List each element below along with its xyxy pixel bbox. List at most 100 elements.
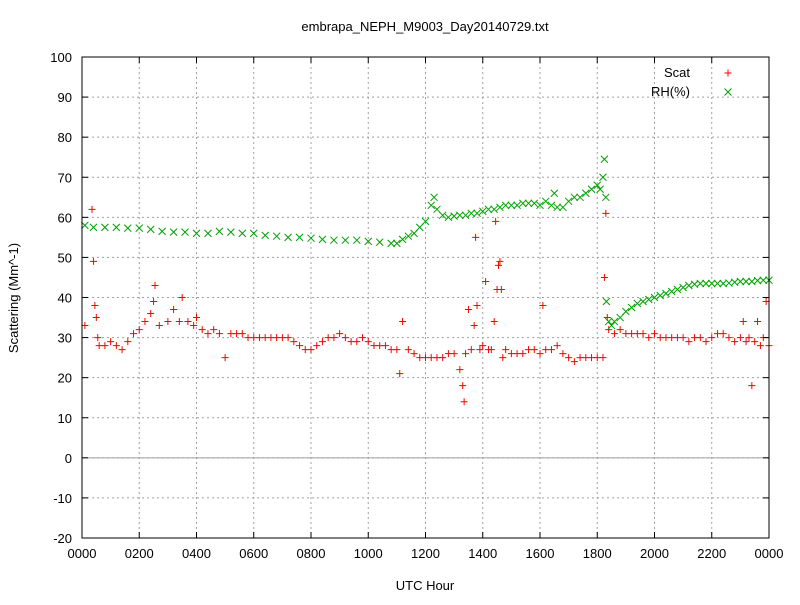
x-tick-label: 1600 xyxy=(526,546,555,561)
rh-point xyxy=(249,229,258,238)
y-tick-label: 100 xyxy=(50,50,72,65)
x-tick-label: 0000 xyxy=(68,546,97,561)
scat-point xyxy=(762,298,770,306)
scat-point xyxy=(497,285,505,293)
legend-marker xyxy=(724,88,732,96)
scat-point xyxy=(204,330,212,338)
scat-point xyxy=(536,350,544,358)
scat-point xyxy=(736,334,744,342)
scat-point xyxy=(685,338,693,346)
scat-point xyxy=(94,334,102,342)
scat-point xyxy=(570,358,578,366)
scat-point xyxy=(651,330,658,338)
rh-point xyxy=(204,229,212,238)
rh-point xyxy=(415,223,424,232)
x-tick-label: 1400 xyxy=(468,546,497,561)
x-tick-label: 2200 xyxy=(697,546,726,561)
series-rh xyxy=(81,155,773,330)
scat-point xyxy=(679,334,687,342)
rh-point xyxy=(600,155,609,164)
rh-point xyxy=(387,239,396,248)
y-tick-label: 10 xyxy=(58,411,72,426)
scat-point xyxy=(616,326,624,334)
x-tick-label: 0000 xyxy=(755,546,784,561)
scat-point xyxy=(494,261,502,269)
scat-point xyxy=(190,322,198,330)
y-tick-label: 90 xyxy=(58,90,72,105)
x-tick-label: 0800 xyxy=(297,546,326,561)
rh-point xyxy=(662,289,670,298)
scat-point xyxy=(476,346,484,354)
scat-point xyxy=(130,330,138,338)
rh-point xyxy=(656,291,665,300)
scat-point xyxy=(530,346,538,354)
rh-point xyxy=(702,279,710,288)
rh-point xyxy=(581,189,590,198)
scat-point xyxy=(396,370,404,378)
scat-point xyxy=(353,338,361,346)
scat-point xyxy=(170,306,178,314)
rh-point xyxy=(587,185,596,194)
scat-point xyxy=(472,233,480,241)
rh-point xyxy=(576,193,584,202)
rh-point xyxy=(507,201,516,210)
chart-title: embrapa_NEPH_M9003_Day20140729.txt xyxy=(301,19,549,34)
rh-point xyxy=(713,279,722,288)
scat-point xyxy=(198,326,206,334)
rh-point xyxy=(639,297,647,306)
legend-label: Scat xyxy=(664,65,690,80)
rh-point xyxy=(570,193,579,202)
scat-point xyxy=(141,318,149,326)
scat-point xyxy=(175,318,183,326)
rh-point xyxy=(364,237,373,246)
rh-point xyxy=(536,201,544,210)
scat-point xyxy=(456,366,464,374)
y-tick-label: 30 xyxy=(58,331,72,346)
scat-point xyxy=(473,302,481,310)
rh-point xyxy=(295,233,304,242)
rh-point xyxy=(215,227,224,236)
rh-point xyxy=(410,229,418,238)
scat-point xyxy=(112,342,120,350)
scat-point xyxy=(696,334,704,342)
scat-point xyxy=(364,338,372,346)
rh-point xyxy=(673,285,682,294)
rh-point xyxy=(484,205,493,214)
y-tick-label: 40 xyxy=(58,291,72,306)
scat-point xyxy=(739,318,747,326)
scat-point xyxy=(91,302,99,310)
scat-point xyxy=(399,318,407,326)
scat-point xyxy=(645,334,653,342)
scat-point xyxy=(600,273,608,281)
axis-ticks: 0000 0200 0400 0600 0800 1000 1200 1400 1600 1800… xyxy=(50,50,783,561)
rh-point xyxy=(341,236,350,245)
scat-point xyxy=(751,338,759,346)
rh-point xyxy=(696,279,705,288)
rh-point xyxy=(473,209,481,218)
scat-point xyxy=(151,281,159,289)
rh-point xyxy=(496,203,504,212)
scat-point xyxy=(124,338,132,346)
x-tick-label: 1800 xyxy=(583,546,612,561)
rh-point xyxy=(101,223,109,232)
rh-point xyxy=(226,228,235,237)
scat-point xyxy=(341,334,349,342)
x-tick-label: 0200 xyxy=(125,546,154,561)
rh-point xyxy=(547,201,556,210)
scat-point xyxy=(147,310,155,318)
rh-point xyxy=(433,205,441,214)
scat-point xyxy=(89,257,97,265)
scat-point xyxy=(487,346,495,354)
scat-point xyxy=(702,338,710,346)
rh-point xyxy=(553,203,562,212)
scat-point xyxy=(307,346,315,354)
rh-point xyxy=(707,279,716,288)
scat-point xyxy=(336,330,344,338)
rh-point xyxy=(513,201,521,210)
scat-point xyxy=(496,257,504,265)
scat-point xyxy=(184,318,192,326)
scat-point xyxy=(88,205,96,213)
scat-point xyxy=(719,330,727,338)
scat-point xyxy=(155,322,163,330)
rh-point xyxy=(607,321,616,330)
